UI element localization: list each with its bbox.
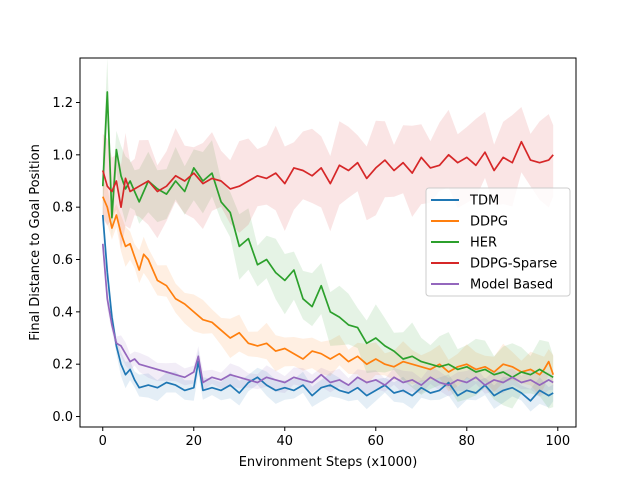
plot-frame xyxy=(79,57,577,428)
series-line-4 xyxy=(101,243,554,386)
series-line-3 xyxy=(101,140,554,209)
x-tick-label: 40 xyxy=(276,434,293,449)
y-tick-label: 1.2 xyxy=(52,96,73,111)
legend-box xyxy=(425,187,571,297)
y-axis-ticks: 0.0 0.2 0.4 0.6 0.8 1.0 1.2 xyxy=(52,96,80,425)
x-axis-ticks: 0 20 40 60 80 100 xyxy=(99,427,570,449)
legend-label-4: Model Based xyxy=(470,278,553,293)
x-axis-label: Environment Steps (x1000) xyxy=(239,455,418,470)
y-tick-label: 0.6 xyxy=(52,253,73,268)
y-axis-label: Final Distance to Goal Position xyxy=(28,144,43,341)
x-tick-label: 0 xyxy=(99,434,107,449)
y-tick-label: 0.0 xyxy=(52,410,73,425)
band-0 xyxy=(102,204,554,412)
band-1 xyxy=(102,181,554,395)
legend-label-0: TDM xyxy=(469,194,499,209)
y-tick-label: 0.2 xyxy=(52,358,73,373)
x-tick-label: 20 xyxy=(185,434,202,449)
y-tick-label: 1.0 xyxy=(52,148,73,163)
legend-label-1: DDPG xyxy=(470,215,508,230)
series-line-1 xyxy=(102,196,555,376)
series-line-0 xyxy=(101,214,554,402)
y-tick-label: 0.8 xyxy=(52,201,73,216)
band-4 xyxy=(102,234,554,397)
legend-label-2: HER xyxy=(470,236,497,251)
legend-label-3: DDPG-Sparse xyxy=(470,257,557,272)
x-tick-label: 80 xyxy=(459,434,476,449)
series-lines xyxy=(101,91,555,402)
y-tick-label: 0.4 xyxy=(52,305,73,320)
legend: TDM DDPG HER DDPG-Sparse Model Based xyxy=(425,187,571,297)
x-tick-label: 60 xyxy=(368,434,385,449)
x-tick-label: 100 xyxy=(545,434,570,449)
band-2 xyxy=(102,58,554,409)
